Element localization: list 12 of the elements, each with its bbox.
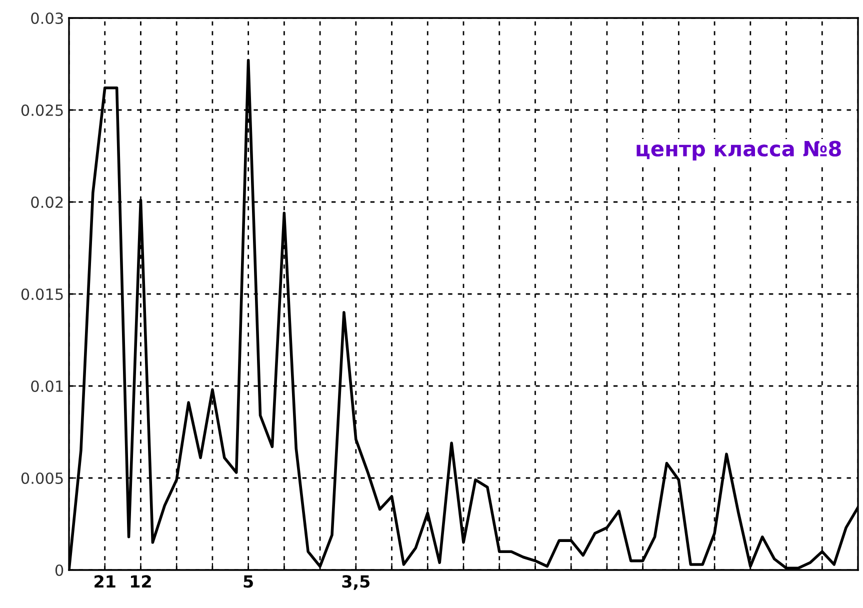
x-tick-label: 5 [244, 575, 253, 588]
x-tick-label: 12 [131, 575, 151, 588]
y-tick-label: 0.025 [21, 104, 63, 116]
y-tick-label: 0.03 [31, 12, 63, 24]
x-tick-label: 21 [94, 575, 116, 588]
y-tick-label: 0.015 [21, 288, 63, 300]
x-tick-label: 3,5 [342, 575, 370, 590]
y-tick-label: 0.01 [31, 380, 63, 392]
y-tick-label: 0.005 [21, 472, 63, 484]
y-tick-label: 0 [55, 564, 64, 576]
annotation: центр класса №8 [636, 140, 841, 161]
y-tick-label: 0.02 [31, 196, 63, 208]
